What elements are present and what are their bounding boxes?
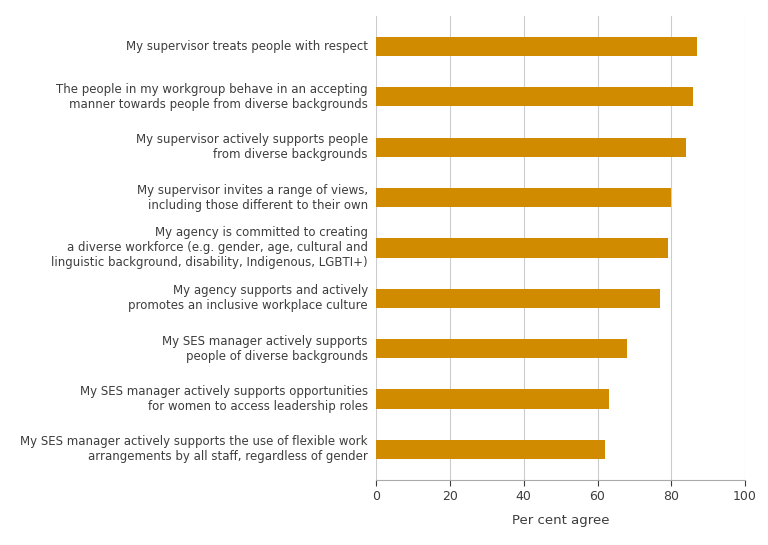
Bar [376,238,667,258]
Bar [376,188,671,207]
Bar [376,390,608,409]
Bar [376,37,697,56]
X-axis label: Per cent agree: Per cent agree [512,514,609,527]
Bar [376,87,694,106]
Bar [376,440,605,459]
Bar [376,289,660,308]
Bar [376,339,627,358]
Bar [376,138,686,157]
